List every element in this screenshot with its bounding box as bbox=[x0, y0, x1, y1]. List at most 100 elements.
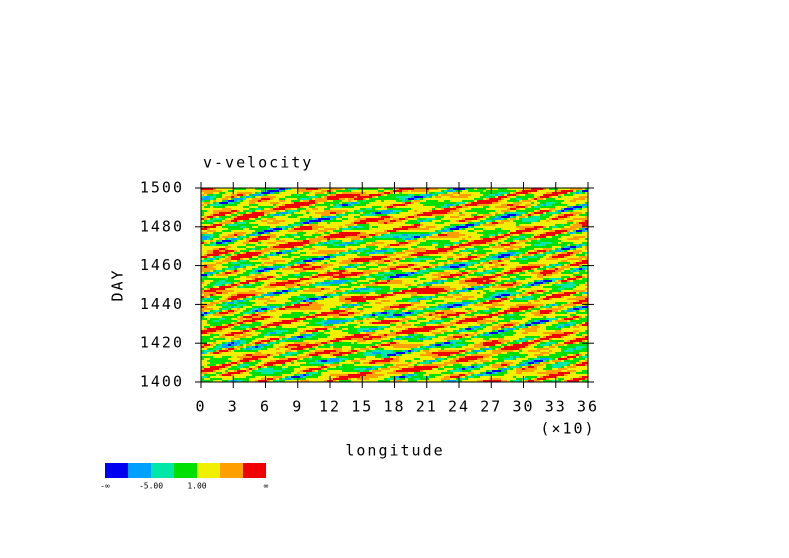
field-cell bbox=[201, 302, 210, 304]
field-cell bbox=[543, 228, 552, 230]
field-cell bbox=[213, 348, 219, 350]
field-cell bbox=[348, 314, 354, 316]
field-cell bbox=[552, 304, 555, 306]
field-cell bbox=[477, 332, 483, 334]
field-cell bbox=[327, 340, 330, 342]
field-cell bbox=[201, 334, 210, 336]
field-cell bbox=[570, 268, 573, 270]
field-cell bbox=[528, 302, 531, 304]
field-cell bbox=[474, 226, 516, 228]
field-cell bbox=[372, 330, 375, 332]
field-cell bbox=[558, 262, 570, 264]
field-cell bbox=[546, 308, 561, 310]
field-cell bbox=[207, 288, 210, 290]
field-cell bbox=[414, 198, 417, 200]
field-cell bbox=[303, 276, 309, 278]
field-cell bbox=[360, 362, 363, 364]
field-cell bbox=[327, 320, 348, 322]
field-cell bbox=[255, 294, 258, 296]
field-cell bbox=[285, 234, 291, 236]
field-cell bbox=[534, 248, 543, 250]
field-cell bbox=[213, 210, 231, 212]
field-cell bbox=[453, 296, 462, 298]
field-cell bbox=[579, 354, 582, 356]
field-cell bbox=[309, 288, 321, 290]
field-cell bbox=[288, 298, 303, 300]
field-cell bbox=[363, 314, 366, 316]
field-cell bbox=[222, 196, 225, 198]
field-cell bbox=[522, 190, 537, 192]
field-cell bbox=[246, 346, 249, 348]
field-cell bbox=[483, 302, 492, 304]
field-cell bbox=[261, 208, 264, 210]
field-cell bbox=[267, 254, 270, 256]
field-cell bbox=[306, 232, 315, 234]
field-cell bbox=[411, 256, 417, 258]
field-cell bbox=[213, 252, 228, 254]
field-cell bbox=[270, 250, 279, 252]
field-cell bbox=[201, 290, 204, 292]
field-cell bbox=[441, 310, 453, 312]
field-cell bbox=[510, 306, 519, 308]
field-cell bbox=[378, 334, 384, 336]
field-cell bbox=[480, 372, 483, 374]
field-cell bbox=[453, 258, 456, 260]
field-cell bbox=[417, 380, 441, 382]
field-cell bbox=[270, 238, 276, 240]
field-cell bbox=[243, 334, 252, 336]
field-cell bbox=[297, 372, 300, 374]
field-cell bbox=[576, 192, 579, 194]
field-cell bbox=[495, 312, 498, 314]
field-cell bbox=[486, 216, 489, 218]
field-cell bbox=[267, 326, 270, 328]
field-cell bbox=[249, 260, 273, 262]
field-cell bbox=[543, 204, 546, 206]
field-cell bbox=[390, 280, 402, 282]
field-cell bbox=[468, 264, 471, 266]
field-cell bbox=[489, 204, 501, 206]
field-cell bbox=[579, 222, 588, 224]
field-cell bbox=[561, 290, 573, 292]
field-cell bbox=[522, 324, 525, 326]
field-cell bbox=[420, 224, 423, 226]
field-cell bbox=[345, 298, 375, 300]
field-cell bbox=[447, 336, 453, 338]
field-cell bbox=[300, 300, 303, 302]
field-cell bbox=[369, 370, 372, 372]
field-cell bbox=[462, 218, 465, 220]
field-cell bbox=[528, 300, 534, 302]
field-cell bbox=[270, 258, 294, 260]
field-cell bbox=[273, 292, 282, 294]
field-cell bbox=[510, 368, 513, 370]
field-cell bbox=[345, 308, 351, 310]
field-cell bbox=[225, 338, 231, 340]
field-cell bbox=[531, 222, 567, 224]
field-cell bbox=[276, 332, 282, 334]
field-cell bbox=[333, 346, 342, 348]
field-cell bbox=[579, 246, 582, 248]
field-cell bbox=[309, 222, 312, 224]
field-cell bbox=[225, 220, 231, 222]
field-cell bbox=[210, 302, 219, 304]
field-cell bbox=[231, 364, 237, 366]
field-cell bbox=[423, 238, 426, 240]
field-cell bbox=[249, 208, 255, 210]
field-cell bbox=[486, 222, 489, 224]
field-cell bbox=[483, 358, 498, 360]
field-cell bbox=[480, 260, 486, 262]
field-cell bbox=[342, 340, 357, 342]
field-cell bbox=[309, 374, 312, 376]
field-cell bbox=[447, 212, 453, 214]
field-cell bbox=[324, 280, 330, 282]
field-cell bbox=[327, 342, 330, 344]
field-cell bbox=[471, 216, 474, 218]
field-cell bbox=[222, 256, 225, 258]
field-cell bbox=[576, 346, 585, 348]
field-cell bbox=[480, 292, 486, 294]
field-cell bbox=[585, 346, 588, 348]
field-cell bbox=[324, 326, 336, 328]
field-cell bbox=[516, 214, 519, 216]
field-cell bbox=[540, 376, 543, 378]
field-cell bbox=[465, 290, 468, 292]
field-cell bbox=[444, 366, 465, 368]
